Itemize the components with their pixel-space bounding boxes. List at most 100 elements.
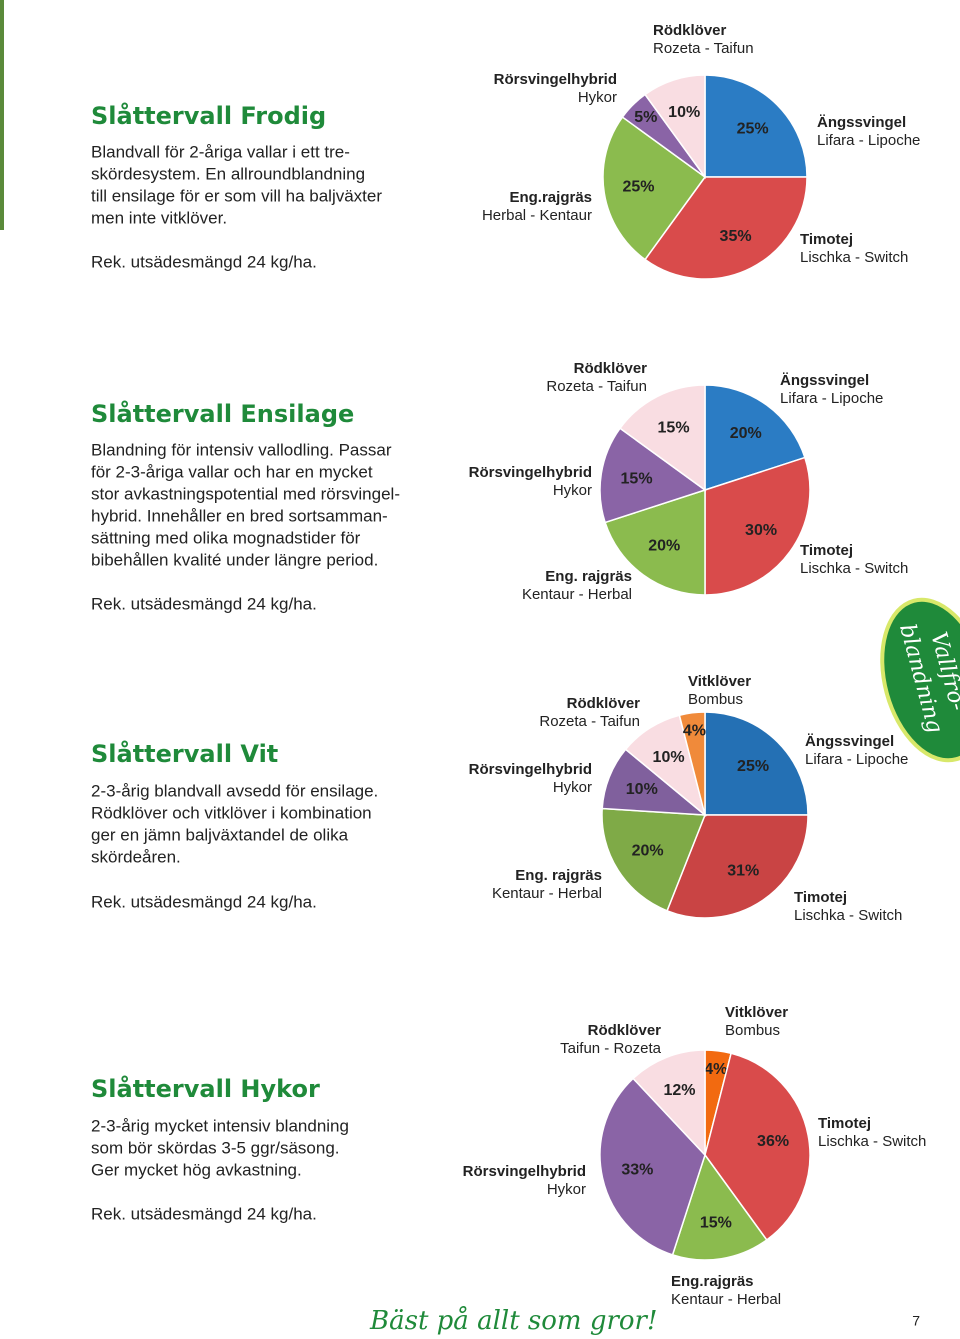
- slice-label: 20%: [730, 425, 762, 442]
- pie-slice: [704, 1052, 811, 1241]
- slice-label: 4%: [704, 1061, 727, 1078]
- pie-slice: [671, 1153, 768, 1261]
- pie-slice: [643, 176, 808, 280]
- pie-slice: [704, 711, 809, 816]
- slice-label: 15%: [621, 470, 653, 487]
- slice-label: 25%: [737, 121, 769, 138]
- section-text: för 2-3-åriga vallar och har en mycket: [91, 462, 373, 481]
- section-text: hybrid. Innehåller en bred sortsamman-: [91, 506, 388, 525]
- category-label: Eng. rajgräs: [515, 867, 602, 884]
- variety-label: Hykor: [553, 482, 592, 499]
- section-text: ger en jämn baljväxtandel de olika: [91, 825, 349, 844]
- badge-shape: [880, 597, 960, 763]
- variety-label: Kentaur - Herbal: [522, 586, 632, 603]
- slice-label: 33%: [621, 1161, 653, 1178]
- variety-label: Bombus: [725, 1022, 780, 1039]
- section-text: stor avkastningspotential med rörsvingel…: [91, 484, 400, 503]
- category-label: Timotej: [794, 889, 847, 906]
- slice-label: 5%: [634, 109, 657, 126]
- variety-label: Rozeta - Taifun: [539, 713, 640, 730]
- variety-label: Lifara - Lipoche: [780, 390, 883, 407]
- variety-label: Kentaur - Herbal: [671, 1291, 781, 1308]
- slice-label: 15%: [658, 419, 690, 436]
- section-text: till ensilage för er som vill ha baljväx…: [91, 186, 382, 205]
- section-text: Blandvall för 2-åriga vallar i ett tre-: [91, 142, 350, 161]
- category-label: Rörsvingelhybrid: [494, 71, 617, 88]
- category-label: Vitklöver: [688, 673, 751, 690]
- category-label: Ängssvingel: [817, 114, 906, 131]
- pie-slice: [619, 384, 706, 492]
- variety-label: Hykor: [547, 1181, 586, 1198]
- variety-label: Rozeta - Taifun: [653, 40, 754, 57]
- section-text: sättning med olika mognadstider för: [91, 528, 361, 547]
- pie-slice: [704, 384, 806, 492]
- variety-label: Hykor: [578, 89, 617, 106]
- category-label: Rödklöver: [567, 695, 641, 712]
- category-label: Timotej: [800, 231, 853, 248]
- pie-slice: [602, 115, 707, 261]
- category-label: Rödklöver: [588, 1022, 662, 1039]
- seed-rate: Rek. utsädesmängd 24 kg/ha.: [91, 594, 317, 613]
- pie-slice: [678, 711, 706, 816]
- variety-label: Lischka - Switch: [800, 249, 908, 266]
- category-label: Rörsvingelhybrid: [469, 761, 592, 778]
- variety-label: Lischka - Switch: [818, 1133, 926, 1150]
- slice-label: 35%: [720, 228, 752, 245]
- section-text: skördeåren.: [91, 847, 181, 866]
- category-label: Vitklöver: [725, 1004, 788, 1021]
- slice-label: 10%: [653, 749, 685, 766]
- pie-slice: [604, 488, 706, 596]
- section-title: Slåttervall Frodig: [91, 101, 326, 130]
- category-label: Rödklöver: [574, 360, 648, 377]
- section-text: 2-3-årig mycket intensiv blandning: [91, 1116, 349, 1135]
- pie-slice: [601, 807, 707, 912]
- slice-label: 25%: [622, 179, 654, 196]
- section-text: 2-3-årig blandvall avsedd för ensilage.: [91, 781, 378, 800]
- variety-label: Taifun - Rozeta: [560, 1040, 662, 1057]
- seed-rate: Rek. utsädesmängd 24 kg/ha.: [91, 252, 317, 271]
- variety-label: Kentaur - Herbal: [492, 885, 602, 902]
- edge-strip: [0, 0, 4, 230]
- pie-slice: [643, 74, 706, 180]
- slice-label: 30%: [745, 522, 777, 539]
- badge: Vallfrö- blandning: [880, 597, 960, 763]
- slice-label: 12%: [663, 1082, 695, 1099]
- section-text: Rödklöver och vitklöver i kombination: [91, 803, 372, 822]
- category-label: Rödklöver: [653, 22, 727, 39]
- slice-label: 25%: [737, 758, 769, 775]
- category-label: Eng.rajgräs: [509, 189, 592, 206]
- variety-label: Lischka - Switch: [794, 907, 902, 924]
- variety-label: Lischka - Switch: [800, 560, 908, 577]
- section-text: skördesystem. En allroundblandning: [91, 164, 365, 183]
- slice-label: 20%: [648, 537, 680, 554]
- slice-label: 20%: [632, 843, 664, 860]
- variety-label: Rozeta - Taifun: [546, 378, 647, 395]
- slice-label: 36%: [757, 1133, 789, 1150]
- category-label: Rörsvingelhybrid: [469, 464, 592, 481]
- slogan: Bäst på allt som gror!: [369, 1305, 657, 1336]
- pie-slice: [704, 74, 808, 178]
- category-label: Ängssvingel: [805, 733, 894, 750]
- section-title: Slåttervall Ensilage: [91, 399, 354, 428]
- category-label: Ängssvingel: [780, 372, 869, 389]
- pie-slice: [632, 1049, 706, 1157]
- section-text: Blandning för intensiv vallodling. Passa…: [91, 440, 392, 459]
- variety-label: Lifara - Lipoche: [805, 751, 908, 768]
- seed-rate: Rek. utsädesmängd 24 kg/ha.: [91, 1204, 317, 1223]
- section-text: som bör skördas 3-5 ggr/säsong.: [91, 1138, 340, 1157]
- pie-slice: [666, 814, 809, 919]
- section-text: Ger mycket hög avkastning.: [91, 1160, 302, 1179]
- variety-label: Bombus: [688, 691, 743, 708]
- category-label: Eng.rajgräs: [671, 1273, 754, 1290]
- pie-slice: [704, 456, 811, 596]
- section-text: bibehållen kvalité under längre period.: [91, 550, 378, 569]
- slice-label: 4%: [683, 722, 706, 739]
- variety-label: Hykor: [553, 779, 592, 796]
- category-label: Timotej: [818, 1115, 871, 1132]
- category-label: Timotej: [800, 542, 853, 559]
